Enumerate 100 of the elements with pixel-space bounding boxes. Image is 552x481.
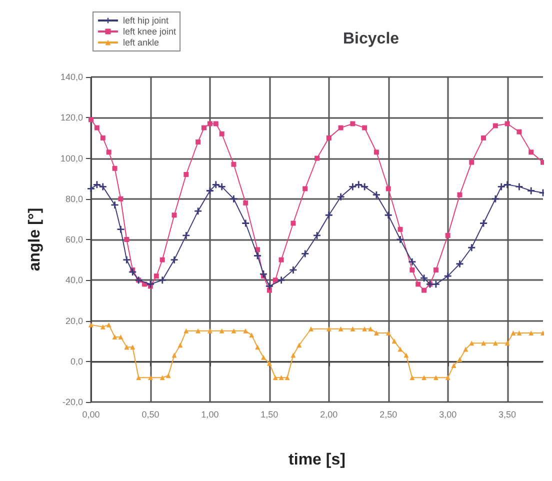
point [492,195,499,202]
point [272,278,278,283]
y-tick-label: 0,0 [70,356,83,366]
point [207,328,212,334]
point [457,356,462,362]
point [112,334,118,340]
point [504,121,510,126]
point [445,232,450,238]
x-tick-label: 0,00 [82,410,100,420]
point [290,266,297,274]
point [278,375,284,380]
x-tick-label: 1,00 [201,410,219,420]
point [178,342,183,348]
point [422,288,427,293]
point [510,330,516,336]
point [469,340,474,346]
point [93,181,100,188]
point [88,185,94,192]
y-tick-label: 20,0 [65,316,83,326]
x-tick-label: 3,00 [439,410,457,420]
point [420,274,428,282]
point [516,129,522,134]
point [212,181,220,188]
y-tick-label: 120,0 [60,112,83,123]
point [492,340,498,346]
point [154,274,159,279]
y-tick-label: -20,0 [62,397,83,407]
point [374,330,379,336]
point [290,352,296,358]
point [516,330,522,336]
point [338,125,344,130]
point [469,160,474,165]
point [166,373,171,378]
point [284,375,290,380]
point [457,192,462,198]
point [136,375,142,380]
point [326,326,332,332]
point [88,322,94,328]
y-tick-label: 60,0 [65,234,83,244]
x-tick-label: 2,00 [320,410,338,420]
point [492,123,498,128]
point [528,150,534,155]
y-tick-label: 100,0 [60,153,83,164]
point [272,375,278,380]
point [231,162,236,167]
point [124,237,130,242]
point [350,326,356,332]
point [88,117,94,122]
point [337,193,344,200]
x-axis-title: time [s] [288,452,346,468]
point [445,375,450,380]
point [386,330,391,336]
point [398,226,403,232]
point [278,276,285,284]
point [504,340,510,346]
point [278,257,284,262]
point [325,212,332,219]
point [242,220,250,227]
point [362,326,368,332]
x-tick-label: 3,50 [498,410,516,420]
point [302,250,309,258]
point [308,326,314,332]
point [349,183,356,190]
point [481,135,486,140]
point [146,280,154,288]
point [516,183,523,190]
point [362,125,368,130]
point [468,244,476,252]
point [422,375,427,380]
point [528,330,534,336]
point [170,256,178,264]
point [384,212,392,219]
point [249,332,254,338]
point [480,220,488,227]
point [158,276,166,284]
point [124,344,130,350]
point [444,272,452,280]
point [194,208,202,215]
point [456,260,464,268]
point [172,352,177,358]
x-tick-label: 1,50 [260,410,278,420]
point [314,156,320,161]
point [408,258,416,266]
legend-label: left hip joint [123,16,170,26]
point [118,196,124,202]
point [266,360,272,366]
point [374,150,379,155]
point [398,346,403,352]
y-tick-label: 140,0 [60,72,83,82]
point [296,342,302,348]
point [368,326,374,332]
point [100,324,106,330]
y-tick-label: 40,0 [65,275,83,286]
point [106,322,112,328]
point [314,232,320,239]
point [481,340,486,346]
point [123,256,130,264]
point [112,166,118,171]
point [433,267,438,272]
point [99,183,106,190]
